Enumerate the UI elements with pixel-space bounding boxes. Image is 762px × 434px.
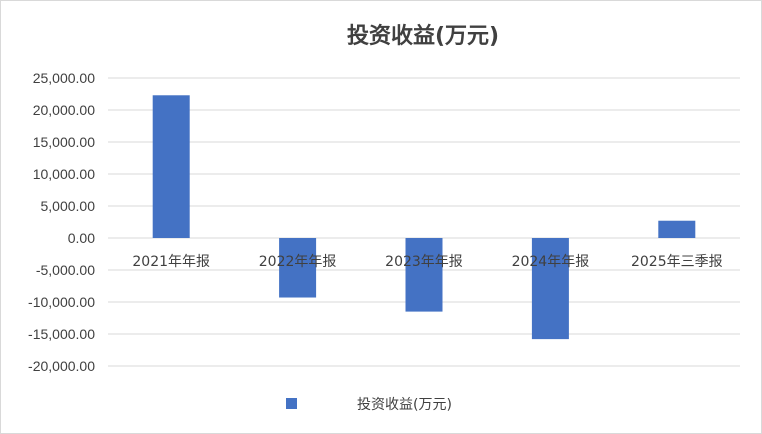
x-category-label: 2025年三季报 — [631, 254, 723, 270]
bar — [405, 238, 443, 312]
legend: 投资收益(万元) — [286, 397, 452, 413]
x-axis-categories: 2021年年报 2022年年报 2023年年报 2024年年报 2025年三季报 — [132, 254, 722, 270]
y-axis-ticks: 25,000.00 20,000.00 15,000.00 10,000.00 5,00… — [28, 70, 95, 374]
x-category-label: 2023年年报 — [385, 254, 463, 270]
y-tick-label: 20,000.00 — [33, 102, 95, 118]
legend-label: 投资收益(万元) — [357, 397, 452, 413]
chart-title: 投资收益(万元) — [347, 23, 499, 49]
y-tick-label: -20,000.00 — [28, 358, 95, 374]
y-tick-label: 10,000.00 — [33, 166, 95, 182]
y-tick-label: 15,000.00 — [33, 134, 95, 150]
gridlines — [108, 77, 740, 367]
bar — [531, 238, 569, 340]
y-tick-label: 5,000.00 — [41, 198, 96, 214]
y-tick-label: 0.00 — [68, 230, 95, 246]
bars — [152, 95, 696, 340]
y-tick-label: -15,000.00 — [28, 326, 95, 342]
y-tick-label: -5,000.00 — [36, 262, 95, 278]
bar — [152, 95, 190, 238]
x-category-label: 2021年年报 — [132, 254, 210, 270]
y-tick-label: 25,000.00 — [33, 70, 95, 86]
legend-swatch — [286, 398, 297, 409]
bar — [279, 238, 317, 298]
bar — [658, 220, 696, 238]
x-category-label: 2022年年报 — [259, 254, 337, 270]
x-category-label: 2024年年报 — [512, 254, 590, 270]
y-tick-label: -10,000.00 — [28, 294, 95, 310]
